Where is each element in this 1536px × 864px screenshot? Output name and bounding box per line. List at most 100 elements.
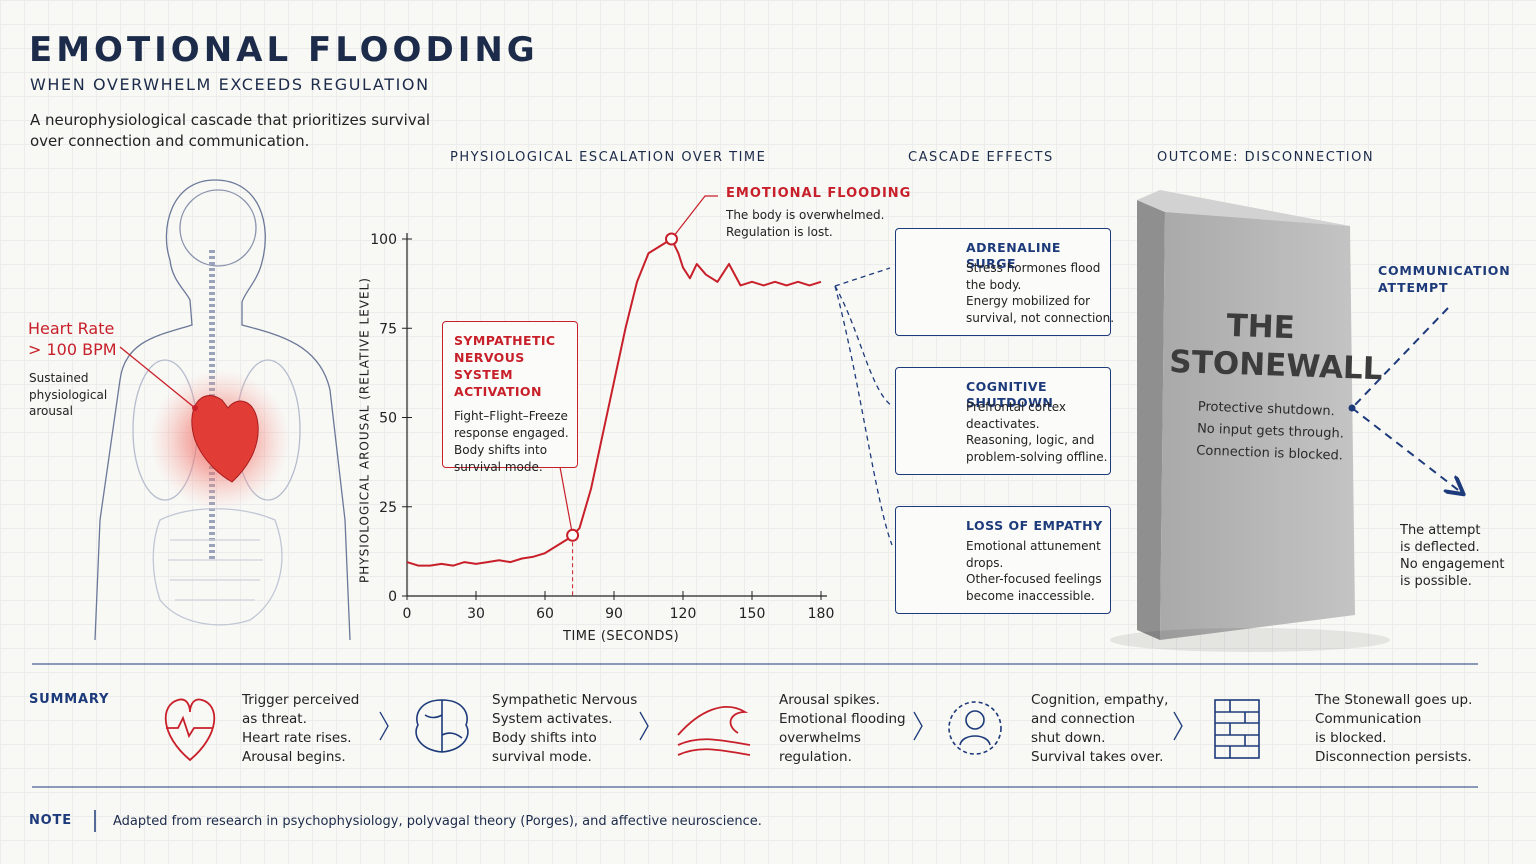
text-line: Reasoning, logic, and (966, 433, 1095, 448)
text-line: Survival takes over. (1031, 749, 1164, 765)
cascade-item-text: Prefrontal cortex deactivates. Reasoning, … (966, 399, 1107, 466)
text-line: physiological (29, 387, 108, 402)
text-line: Body shifts into (454, 443, 548, 457)
cascade-connectors (834, 267, 893, 546)
text-line: Emotional flooding (779, 711, 906, 727)
text-line: SYMPATHETIC (454, 333, 556, 348)
text-line: Arousal spikes. (779, 692, 880, 708)
y-tick-label: 50 (379, 411, 397, 427)
text-line: Communication (1315, 711, 1422, 727)
text-line: survival, not connection. (966, 311, 1115, 326)
heart-note: Sustained physiological arousal (29, 370, 107, 420)
text-line: over connection and communication. (30, 132, 310, 150)
summary-icons (164, 698, 751, 762)
text-line: Trigger perceived (242, 692, 360, 708)
text-line: Other-focused feelings (966, 572, 1102, 587)
title: EMOTIONAL FLOODING (29, 30, 539, 70)
text-line: Fight–Flight–Freeze (454, 409, 568, 423)
text-line: Prefrontal cortex (966, 400, 1066, 414)
summary-title: SUMMARY (29, 692, 110, 707)
annotation-point (665, 232, 678, 246)
deflect-arrow (1351, 407, 1462, 493)
summary-step: Arousal spikes. Emotional flooding overwhe… (779, 691, 906, 767)
heart-label: Heart Rate > 100 BPM (28, 318, 117, 360)
cascade-item-text: Emotional attunement drops. Other-focused … (966, 538, 1102, 605)
note-label: NOTE (29, 813, 72, 828)
text-line: overwhelms (779, 730, 861, 746)
text-line: > 100 BPM (28, 340, 117, 359)
x-tick-label: 180 (808, 606, 835, 622)
text-line: response engaged. (454, 426, 569, 440)
text-line: shut down. (1031, 730, 1106, 746)
text-line: deactivates. (966, 416, 1040, 431)
x-tick-label: 30 (467, 606, 485, 622)
x-tick-label: 120 (670, 606, 697, 622)
text-line: Heart Rate (28, 319, 115, 338)
text-line: the body. (966, 277, 1022, 292)
attempt-text: The attempt is deflected. No engagement is … (1400, 522, 1505, 590)
text-line: A neurophysiological cascade that priori… (30, 111, 431, 129)
annotation-title: EMOTIONAL FLOODING (726, 186, 911, 201)
wall-side (1137, 200, 1165, 640)
summary-step: The Stonewall goes up. Communication is bl… (1315, 691, 1472, 767)
outcome-title: OUTCOME: DISCONNECTION (1157, 150, 1375, 165)
description: A neurophysiological cascade that priori… (30, 110, 430, 152)
y-tick-label: 75 (379, 321, 397, 337)
text-line: Disconnection persists. (1315, 749, 1472, 765)
text-line: STONEWALL (1168, 343, 1384, 388)
summary-step: Cognition, empathy, and connection shut do… (1031, 691, 1168, 767)
text-line: is possible. (1400, 574, 1472, 589)
text-line: EMOTIONAL FLOODING (726, 186, 912, 201)
y-tick-label: 100 (370, 232, 397, 248)
text-line: Body shifts into (492, 730, 597, 746)
wall-shadow (1110, 628, 1390, 652)
text-line: Stress hormones flood (966, 261, 1101, 275)
x-tick-label: 90 (605, 606, 623, 622)
arousal-line (406, 238, 822, 567)
text-line: Sustained (29, 371, 89, 385)
text-line: is deflected. (1400, 540, 1480, 555)
note-text: Adapted from research in psychophysiolog… (113, 814, 762, 829)
text-line: NERVOUS SYSTEM (454, 350, 525, 382)
subtitle: WHEN OVERWHELM EXCEEDS REGULATION (30, 75, 430, 94)
summary-step: Trigger perceived as threat. Heart rate ri… (242, 691, 359, 767)
wall-text: Protective shutdown. No input gets throug… (1196, 396, 1345, 467)
attempt-label: COMMUNICATION ATTEMPT (1378, 262, 1510, 296)
text-line: Cognition, empathy, (1031, 692, 1169, 708)
text-line: Emotional attunement (966, 539, 1101, 553)
x-tick-label: 150 (739, 606, 766, 622)
summary-step: Sympathetic Nervous System activates. Body… (492, 691, 637, 767)
x-tick-label: 60 (536, 606, 554, 622)
y-tick-label: 0 (388, 589, 397, 605)
annotation-leader (671, 195, 718, 240)
annotation-text: Fight–Flight–Freeze response engaged. Body… (454, 408, 577, 476)
text-line: Sympathetic Nervous (492, 692, 638, 708)
text-line: Arousal begins. (242, 749, 346, 765)
text-line: ACTIVATION (454, 384, 542, 399)
y-axis-label: PHYSIOLOGICAL AROUSAL (RELATIVE LEVEL) (357, 277, 372, 583)
y-tick-label: 25 (379, 500, 397, 516)
text-line: arousal (29, 404, 73, 418)
text-line: as threat. (242, 711, 307, 727)
cascade-box: LOSS OF EMPATHY Emotional attunement drops… (895, 506, 1111, 614)
cascade-box: ADRENALINE SURGE Stress hormones flood the… (895, 228, 1114, 336)
text-line: survival mode. (492, 749, 592, 765)
cascade-item-title: ADRENALINE SURGE (966, 240, 1061, 271)
cascade-item-text: Stress hormones flood the body. Energy mob… (966, 260, 1114, 327)
annotation-leader (559, 466, 574, 536)
heart-dot (192, 405, 198, 411)
cascade-item-title: LOSS OF EMPATHY (966, 518, 1103, 533)
cascade-box: COGNITIVE SHUTDOWN Prefrontal cortex deact… (895, 367, 1111, 475)
x-axis-label: TIME (SECONDS) (563, 629, 680, 644)
text-line: The Stonewall goes up. (1315, 692, 1473, 708)
wall-front (1160, 212, 1355, 640)
text-line: The attempt (1400, 523, 1481, 538)
cascade-title: CASCADE EFFECTS (908, 150, 1054, 165)
text-line: No engagement (1400, 557, 1505, 572)
text-line: problem-solving offline. (966, 450, 1108, 465)
annotation-title: SYMPATHETIC NERVOUS SYSTEM ACTIVATION (454, 332, 577, 400)
text-line: THE (1225, 307, 1296, 347)
